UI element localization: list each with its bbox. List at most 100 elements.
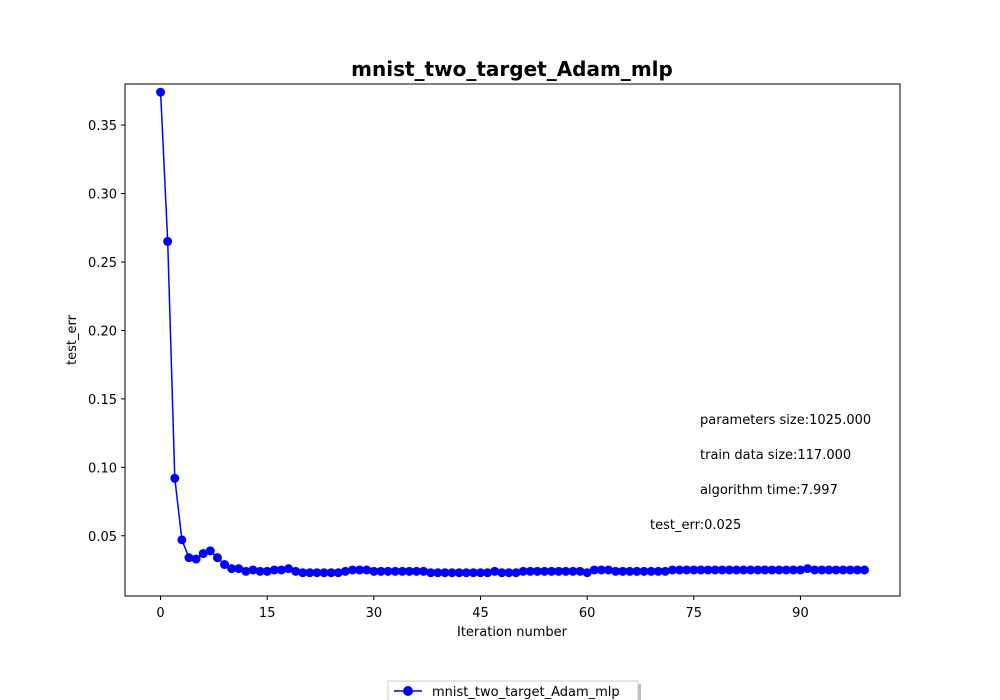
data-point: [817, 565, 827, 575]
series-layer: [156, 87, 869, 578]
data-point: [838, 565, 848, 575]
data-point: [675, 565, 685, 575]
data-point: [774, 565, 784, 575]
plot-area-frame: [124, 83, 901, 597]
x-tick-label: 90: [792, 606, 809, 621]
data-point: [305, 568, 315, 578]
data-point: [767, 565, 777, 575]
data-point: [369, 566, 379, 576]
data-point: [724, 565, 734, 575]
data-point: [511, 568, 521, 578]
annotation-test-err: test_err:0.025: [650, 518, 741, 533]
data-point: [824, 565, 834, 575]
data-point: [284, 564, 294, 574]
data-point: [426, 568, 436, 578]
x-tick-label: 75: [686, 606, 703, 621]
legend-box: [387, 680, 639, 700]
data-point: [646, 566, 656, 576]
data-point: [625, 566, 635, 576]
y-tick-label: 0.05: [88, 530, 117, 545]
data-point: [667, 565, 677, 575]
data-point: [276, 565, 286, 575]
data-point: [710, 565, 720, 575]
data-point: [639, 566, 649, 576]
data-point: [731, 565, 741, 575]
data-point: [717, 565, 727, 575]
data-point: [433, 568, 443, 578]
data-point: [170, 473, 180, 483]
data-point: [454, 568, 464, 578]
data-point: [781, 565, 791, 575]
data-point: [497, 568, 507, 578]
data-point: [532, 566, 542, 576]
data-point: [198, 549, 208, 559]
data-point: [852, 565, 862, 575]
data-point: [312, 568, 322, 578]
data-point: [269, 565, 279, 575]
legend: mnist_two_target_Adam_mlp: [387, 680, 641, 700]
data-point: [589, 565, 599, 575]
data-point: [753, 565, 763, 575]
chart-title: mnist_two_target_Adam_mlp: [351, 57, 673, 81]
data-point: [333, 568, 343, 578]
data-point: [490, 566, 500, 576]
y-tick-label: 0.25: [88, 256, 117, 271]
data-point: [440, 568, 450, 578]
annotation-parameters-size: parameters size:1025.000: [700, 413, 871, 428]
data-point: [291, 566, 301, 576]
data-point: [220, 560, 230, 570]
data-point: [397, 566, 407, 576]
data-point: [831, 565, 841, 575]
legend-label: mnist_two_target_Adam_mlp: [432, 685, 620, 700]
data-point: [227, 564, 237, 574]
data-point: [582, 568, 592, 578]
y-axis-label: test_err: [65, 314, 80, 365]
data-point: [575, 566, 585, 576]
data-point: [340, 566, 350, 576]
data-point: [156, 87, 166, 97]
data-point: [184, 553, 194, 563]
x-tick-label: 15: [259, 606, 276, 621]
data-point: [376, 566, 386, 576]
data-point: [383, 566, 393, 576]
y-axis: 0.05 0.10 0.15 0.20 0.25 0.30 0.35: [88, 119, 125, 545]
data-point: [504, 568, 514, 578]
data-point: [568, 566, 578, 576]
data-point: [319, 568, 329, 578]
data-point: [177, 535, 187, 545]
data-point: [611, 566, 621, 576]
legend-marker: [403, 686, 413, 696]
data-point: [739, 565, 749, 575]
data-point: [191, 554, 201, 564]
x-axis: 0 15 30 45 60 75 90: [156, 596, 809, 621]
data-point: [525, 566, 535, 576]
y-tick-label: 0.20: [88, 324, 117, 339]
data-point: [696, 565, 706, 575]
data-point: [461, 568, 471, 578]
series-line: [159, 92, 865, 574]
data-point: [419, 566, 429, 576]
annotation-train-data-size: train data size:117.000: [700, 448, 851, 463]
data-point: [603, 565, 613, 575]
data-point: [660, 566, 670, 576]
data-point: [348, 565, 358, 575]
data-point: [404, 566, 414, 576]
data-point: [390, 566, 400, 576]
data-point: [547, 566, 557, 576]
data-point: [632, 566, 642, 576]
data-point: [703, 565, 713, 575]
data-point: [483, 568, 493, 578]
data-point: [859, 565, 869, 575]
data-point: [362, 565, 372, 575]
annotation-algorithm-time: algorithm time:7.997: [700, 483, 838, 498]
y-tick-label: 0.30: [88, 188, 117, 203]
x-tick-label: 0: [156, 606, 164, 621]
data-point: [845, 565, 855, 575]
y-tick-label: 0.10: [88, 461, 117, 476]
data-point: [518, 566, 528, 576]
data-point: [554, 566, 564, 576]
data-point: [163, 236, 173, 246]
data-point: [447, 568, 457, 578]
data-point: [234, 564, 244, 574]
